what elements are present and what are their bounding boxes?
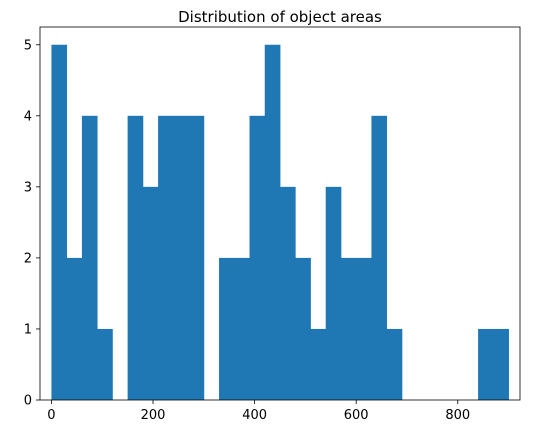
- y-tick-label: 3: [24, 180, 32, 195]
- x-tick-label: 200: [141, 408, 166, 423]
- x-tick-label: 600: [344, 408, 369, 423]
- histogram-bar: [188, 115, 205, 401]
- y-tick-label: 0: [24, 394, 32, 409]
- histogram-bar: [478, 328, 494, 400]
- histogram-bar: [371, 115, 388, 401]
- histogram-bar: [234, 257, 250, 400]
- y-tick-label: 5: [24, 38, 32, 53]
- x-tick-label: 400: [242, 408, 267, 423]
- histogram-bar: [264, 44, 281, 401]
- histogram-bar: [249, 115, 266, 401]
- histogram-bar: [173, 115, 189, 401]
- x-tick-label: 800: [445, 408, 470, 423]
- histogram-bar: [280, 186, 296, 400]
- histogram-bar: [219, 257, 235, 400]
- axes-group: 0 200 400 600 800 0 1 2 3 4 5: [24, 26, 521, 423]
- histogram-bar: [158, 115, 174, 401]
- histogram-bar: [66, 257, 83, 400]
- y-tick-label: 2: [24, 251, 32, 266]
- y-tick-label: 1: [24, 322, 32, 337]
- histogram-bar: [51, 44, 68, 401]
- histogram-bar: [325, 186, 342, 400]
- histogram-bar: [356, 257, 372, 400]
- chart-title: Distribution of object areas: [178, 8, 382, 26]
- histogram-bar: [295, 257, 311, 400]
- histogram-bar: [127, 115, 144, 401]
- histogram-bar: [142, 186, 159, 400]
- plot-frame: [39, 26, 521, 401]
- histogram-bar: [81, 115, 98, 401]
- x-tick-label: 0: [47, 408, 55, 423]
- histogram-bar: [310, 328, 327, 400]
- histogram-bar: [493, 328, 509, 400]
- histogram-bar: [386, 328, 403, 400]
- histogram-bar: [340, 257, 357, 400]
- histogram-bar: [97, 328, 113, 400]
- bars-group: [51, 44, 509, 401]
- y-tick-label: 4: [24, 109, 32, 124]
